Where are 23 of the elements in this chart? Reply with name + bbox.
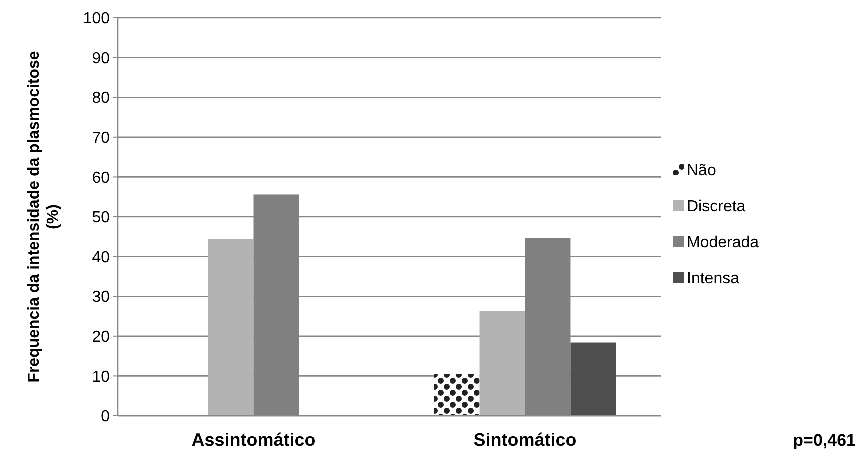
legend-label: Discreta [687, 198, 746, 216]
y-tick-label: 10 [92, 368, 110, 386]
legend-label: Moderada [687, 234, 760, 252]
y-tick-label: 50 [92, 210, 110, 227]
bar [570, 342, 616, 416]
y-tick-label: 100 [83, 10, 110, 28]
text: p=0,461 [793, 431, 856, 450]
y-tick-label: 70 [92, 130, 110, 147]
y-axis-title: Frequencia da intensidade da plasmocitose (%) [26, 51, 62, 383]
y-tick-label: 30 [92, 289, 110, 306]
y-tick-label: 90 [92, 50, 110, 68]
x-tick-label: Assintomático [192, 430, 316, 450]
y-tick-label: 60 [92, 170, 110, 187]
x-tick-label: Sintomático [474, 430, 577, 450]
y-tick-label: 40 [92, 249, 110, 266]
y-tick-label: 0 [101, 408, 110, 426]
legend-label: Não [687, 162, 716, 180]
y-tick-label: 80 [92, 90, 110, 108]
bar [480, 311, 526, 416]
bar [208, 239, 254, 416]
y-tick-label: 20 [92, 329, 110, 346]
legend-label: Intensa [687, 270, 740, 288]
bar [434, 374, 480, 416]
